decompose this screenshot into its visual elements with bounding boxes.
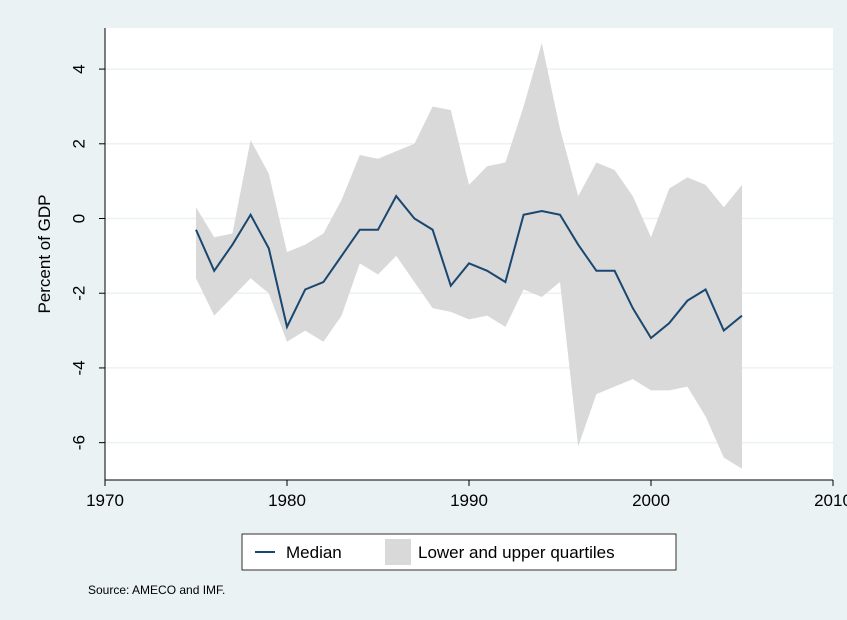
y-tick-label: 0 bbox=[69, 214, 88, 223]
median-line bbox=[195, 194, 743, 340]
y-tick-label: -6 bbox=[69, 435, 88, 450]
legend-label: Lower and upper quartiles bbox=[418, 543, 615, 562]
y-tick-label: 4 bbox=[69, 64, 88, 73]
y-tick-label: -4 bbox=[69, 360, 88, 375]
legend-swatch bbox=[385, 539, 411, 565]
x-tick-label: 1970 bbox=[86, 491, 124, 510]
x-tick-label: 2000 bbox=[632, 491, 670, 510]
source-note: Source: AMECO and IMF. bbox=[88, 583, 225, 597]
x-tick-label: 1980 bbox=[268, 491, 306, 510]
legend bbox=[241, 533, 677, 571]
y-axis-label: Percent of GDP bbox=[35, 194, 54, 313]
x-tick-label: 2010 bbox=[814, 491, 847, 510]
quartile-band bbox=[196, 42, 742, 469]
legend-label: Median bbox=[286, 543, 342, 562]
y-tick-label: -2 bbox=[69, 286, 88, 301]
x-tick-label: 1990 bbox=[450, 491, 488, 510]
y-tick-label: 2 bbox=[69, 139, 88, 148]
